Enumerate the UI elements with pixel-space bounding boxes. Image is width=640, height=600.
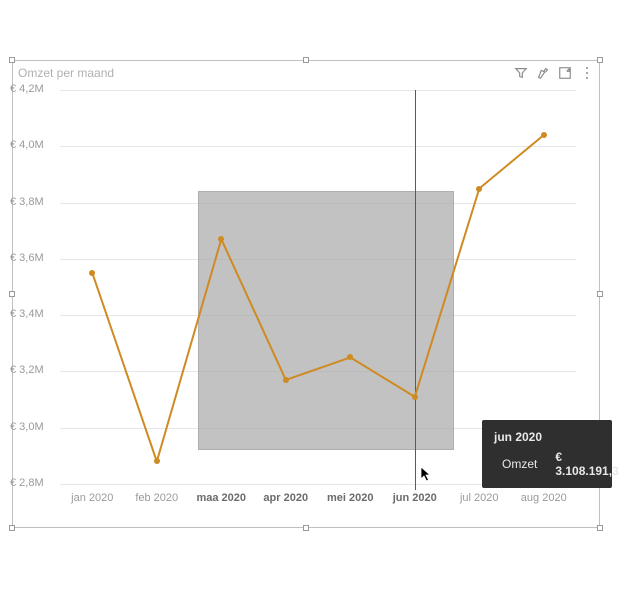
resize-handle[interactable] bbox=[9, 57, 15, 63]
y-tick-label: € 4,0M bbox=[10, 139, 44, 151]
tooltip-title: jun 2020 bbox=[494, 430, 600, 444]
data-point[interactable] bbox=[283, 377, 289, 383]
data-point[interactable] bbox=[541, 132, 547, 138]
data-point[interactable] bbox=[218, 236, 224, 242]
data-point[interactable] bbox=[89, 270, 95, 276]
x-tick-label: mei 2020 bbox=[327, 492, 373, 504]
x-tick-label: maa 2020 bbox=[196, 492, 246, 504]
y-tick-label: € 4,2M bbox=[10, 83, 44, 95]
resize-handle[interactable] bbox=[597, 525, 603, 531]
resize-handle[interactable] bbox=[597, 57, 603, 63]
data-point[interactable] bbox=[347, 354, 353, 360]
chart-title: Omzet per maand bbox=[18, 66, 114, 80]
resize-handle[interactable] bbox=[303, 525, 309, 531]
resize-handle[interactable] bbox=[9, 291, 15, 297]
y-tick-label: € 3,0M bbox=[10, 421, 44, 433]
data-point[interactable] bbox=[476, 186, 482, 192]
resize-handle[interactable] bbox=[9, 525, 15, 531]
data-point[interactable] bbox=[154, 458, 160, 464]
y-tick-label: € 3,4M bbox=[10, 308, 44, 320]
x-tick-label: jun 2020 bbox=[393, 492, 437, 504]
tooltip-series-label: Omzet bbox=[502, 457, 537, 471]
focus-icon[interactable] bbox=[558, 66, 572, 80]
tooltip-value: € 3.108.191,3 bbox=[555, 450, 618, 478]
x-tick-label: feb 2020 bbox=[135, 492, 178, 504]
resize-handle[interactable] bbox=[597, 291, 603, 297]
tooltip-row: Omzet€ 3.108.191,3 bbox=[494, 450, 600, 478]
x-tick-label: jan 2020 bbox=[71, 492, 113, 504]
style-icon[interactable] bbox=[536, 66, 550, 80]
more-icon[interactable] bbox=[580, 66, 594, 80]
x-tick-label: apr 2020 bbox=[263, 492, 308, 504]
y-tick-label: € 2,8M bbox=[10, 477, 44, 489]
x-tick-label: jul 2020 bbox=[460, 492, 499, 504]
x-tick-label: aug 2020 bbox=[521, 492, 567, 504]
filter-icon[interactable] bbox=[514, 66, 528, 80]
tooltip: jun 2020 Omzet€ 3.108.191,3 bbox=[482, 420, 612, 488]
data-point[interactable] bbox=[412, 394, 418, 400]
visual-toolbar bbox=[514, 66, 594, 80]
resize-handle[interactable] bbox=[303, 57, 309, 63]
y-tick-label: € 3,8M bbox=[10, 196, 44, 208]
y-tick-label: € 3,2M bbox=[10, 364, 44, 376]
y-tick-label: € 3,6M bbox=[10, 252, 44, 264]
